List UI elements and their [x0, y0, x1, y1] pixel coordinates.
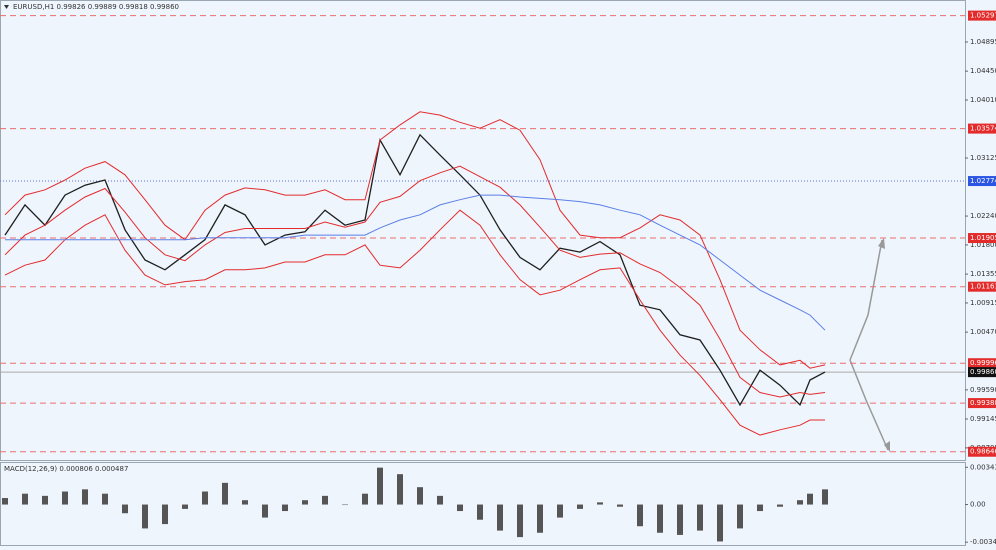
level-tag: [968, 281, 996, 292]
macd-bar: [322, 495, 328, 505]
indicator-line: [4, 111, 826, 369]
macd-bar: [457, 504, 463, 512]
macd-bar: [677, 504, 683, 535]
macd-bar: [497, 504, 503, 531]
macd-bar: [62, 491, 68, 505]
macd-bar: [362, 493, 368, 505]
macd-bar: [437, 495, 443, 505]
macd-bar: [477, 504, 483, 520]
macd-bar: [537, 504, 543, 533]
level-label: 0.98646: [970, 448, 996, 456]
y-tick-label: 1.02240: [970, 212, 996, 220]
macd-bar: [22, 493, 28, 505]
indicator-line: [5, 194, 826, 331]
y-tick-label: 0.99145: [970, 415, 996, 423]
level-label: 1.01905: [970, 234, 996, 242]
macd-bar: [657, 504, 663, 533]
level-tag: [968, 367, 996, 378]
macd-bar: [757, 504, 763, 512]
macd-bar: [517, 504, 523, 538]
macd-bar: [822, 489, 828, 505]
macd-bar: [162, 504, 168, 525]
y-tick-label: 1.00915: [970, 299, 996, 307]
indicator-line: [4, 165, 826, 398]
level-label: 1.01163: [970, 283, 996, 291]
level-label: 0.99996: [970, 359, 996, 367]
level-label: 1.03574: [970, 125, 996, 133]
level-tag: [968, 176, 996, 187]
macd-title: MACD(12,26,9) 0.000806 0.000487: [4, 465, 128, 473]
macd-bar: [797, 500, 803, 505]
level-label: 1.02774: [970, 177, 996, 185]
macd-bar: [222, 482, 228, 505]
y-tick-label: -0.003470: [970, 538, 996, 546]
macd-bar: [262, 504, 268, 518]
macd-bar: [557, 504, 563, 518]
level-tag: [968, 446, 996, 457]
macd-bar: [122, 504, 128, 514]
level-tag: [968, 123, 996, 134]
price-line: [4, 133, 826, 407]
macd-bar: [377, 467, 383, 505]
level-label: 0.99860: [970, 368, 996, 376]
dropdown-icon[interactable]: [4, 5, 9, 9]
macd-bar: [777, 504, 783, 507]
macd-bar: [417, 487, 423, 505]
macd-bar: [282, 504, 288, 512]
macd-bar: [737, 504, 743, 529]
level-label: 1.05297: [970, 12, 996, 20]
y-tick-label: 1.01800: [970, 241, 996, 249]
forecast-arrow: [849, 239, 883, 361]
price-panel: [0, 0, 966, 461]
y-tick-label: 0.00: [970, 501, 986, 509]
macd-bar: [2, 498, 8, 505]
macd-bar: [342, 504, 348, 506]
level-tag: [968, 358, 996, 369]
macd-bar: [577, 504, 583, 509]
level-label: 0.99388: [970, 399, 996, 407]
macd-panel: [0, 462, 966, 546]
level-tag: [968, 398, 996, 409]
macd-bar: [142, 504, 148, 529]
macd-bar: [637, 504, 643, 527]
macd-bar: [597, 502, 603, 505]
macd-bar: [617, 504, 623, 507]
y-tick-label: 1.03125: [970, 154, 996, 162]
macd-bar: [397, 474, 403, 505]
arrow-head: [884, 441, 890, 452]
symbol-title: EURUSD,H1 0.99826 0.99889 0.99818 0.9986…: [13, 3, 179, 11]
macd-bar: [717, 504, 723, 542]
macd-bar: [302, 500, 308, 505]
macd-bar: [242, 500, 248, 505]
y-tick-label: 1.04010: [970, 96, 996, 104]
macd-bar: [42, 495, 48, 505]
indicator-line: [4, 209, 825, 436]
y-tick-label: 1.01355: [970, 270, 996, 278]
y-tick-label: 0.003432: [970, 463, 996, 471]
macd-bar: [807, 493, 813, 505]
level-tag: [968, 10, 996, 21]
macd-bar: [697, 504, 703, 531]
macd-bar: [82, 489, 88, 505]
level-tag: [968, 233, 996, 244]
macd-bar: [102, 493, 108, 505]
y-tick-label: 1.04895: [970, 38, 996, 46]
y-tick-label: 1.04450: [970, 67, 996, 75]
macd-bar: [202, 491, 208, 505]
arrow-head: [878, 238, 885, 249]
macd-bar: [182, 504, 188, 509]
forecast-arrow: [849, 359, 889, 451]
